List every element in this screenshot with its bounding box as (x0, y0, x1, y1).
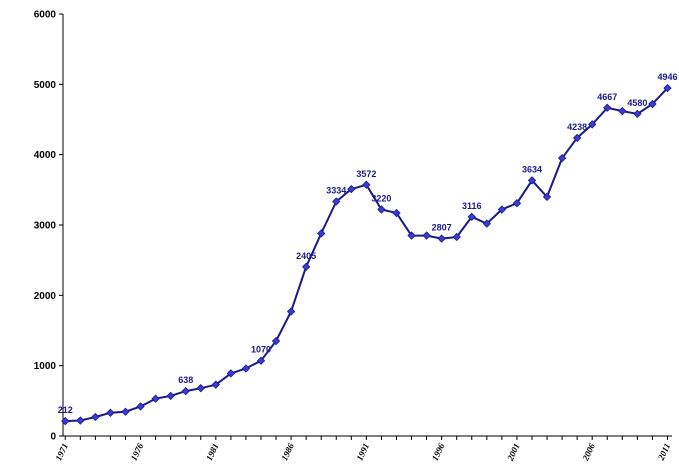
data-point (226, 369, 236, 378)
x-tick-label: 1986 (279, 441, 296, 462)
data-point (482, 219, 491, 228)
data-label: 212 (58, 405, 73, 415)
data-label: 638 (178, 375, 193, 385)
data-point (332, 197, 341, 206)
data-point (301, 262, 311, 272)
data-point (633, 109, 642, 119)
x-tick-label: 1991 (355, 442, 372, 463)
data-label: 4946 (657, 72, 677, 82)
plot-area (61, 83, 672, 426)
data-point (452, 232, 461, 242)
data-label: 3116 (462, 201, 482, 211)
data-label: 4667 (597, 92, 617, 102)
data-point (588, 120, 597, 129)
data-point (317, 229, 326, 238)
data-point (121, 407, 130, 416)
data-label: 4238 (567, 122, 587, 132)
x-tick-label: 1971 (53, 442, 70, 463)
data-label: 4580 (627, 98, 647, 108)
data-point (648, 99, 657, 109)
data-point (76, 416, 85, 425)
data-point (527, 176, 537, 185)
y-tick-label: 6000 (34, 10, 57, 21)
y-tick-label: 0 (50, 432, 56, 443)
data-point (362, 180, 371, 189)
data-point (256, 356, 266, 365)
data-point (512, 199, 522, 208)
data-point (437, 234, 446, 243)
data-point (618, 106, 627, 116)
data-label: 3634 (522, 164, 542, 174)
y-tick-label: 1000 (34, 361, 57, 372)
data-point (663, 83, 672, 93)
x-tick-label: 1981 (204, 442, 221, 463)
data-point (422, 231, 431, 240)
data-point (241, 364, 251, 373)
data-point (572, 133, 582, 143)
data-label: 2807 (432, 223, 452, 233)
data-point (377, 205, 386, 214)
data-point (542, 192, 552, 202)
x-axis: 1971 1976 1981 1986 1991 1996 2001 2006 2011 (53, 435, 672, 463)
x-tick-label: 2011 (655, 442, 672, 463)
x-tick-label: 2006 (580, 441, 597, 463)
data-point (91, 412, 100, 422)
data-point (347, 184, 356, 194)
data-point (557, 154, 567, 163)
data-point (181, 386, 190, 396)
y-tick-label: 5000 (34, 80, 57, 91)
y-tick-label: 2000 (34, 291, 57, 302)
data-label: 2405 (296, 251, 316, 261)
y-axis: 0 1000 2000 3000 4000 5000 6000 (34, 10, 64, 443)
data-point (407, 231, 416, 240)
data-point (271, 336, 281, 346)
data-point (151, 394, 160, 403)
data-point (196, 384, 205, 393)
data-point (497, 205, 507, 214)
data-point (467, 212, 476, 222)
data-point (286, 307, 296, 316)
data-point (166, 391, 175, 401)
y-tick-label: 4000 (34, 150, 57, 161)
x-tick-label: 1976 (129, 441, 146, 462)
data-point (106, 408, 115, 417)
data-point (136, 402, 145, 411)
data-label: 3220 (371, 194, 391, 204)
y-tick-label: 3000 (34, 221, 57, 232)
data-label: 3334 (326, 186, 346, 196)
data-point (603, 103, 612, 112)
data-label: 3572 (356, 169, 376, 179)
data-point (392, 208, 401, 218)
x-tick-label: 2001 (505, 442, 522, 463)
data-point (211, 380, 220, 389)
data-point (61, 416, 70, 426)
data-label: 1070 (251, 345, 271, 355)
x-tick-label: 1996 (430, 441, 447, 462)
data-labels: 212 638 1070 2405 3334 3572 3220 2807 3116 3634 42… (58, 72, 678, 415)
